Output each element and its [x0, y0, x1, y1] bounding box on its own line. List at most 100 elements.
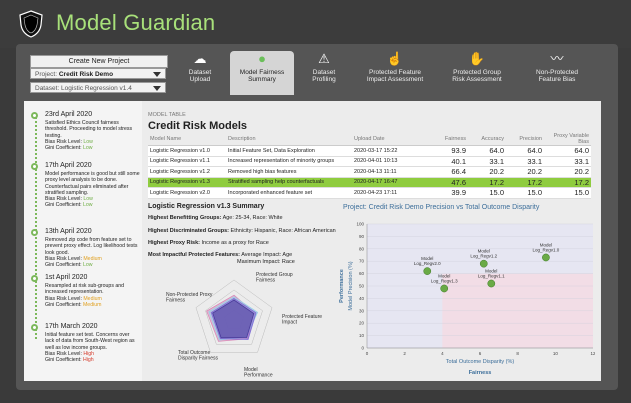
precision-disparity-scatter: 0 10 20 30 40 50 60 70 80 90 100 0 2 4 6 8 10 12 Total Out… — [339, 222, 595, 377]
bias-value: Low — [83, 196, 93, 203]
scatter-point[interactable] — [542, 253, 550, 262]
trend-line-icon: 〰 — [550, 51, 564, 66]
timeline-date: 17th March 2020 — [45, 323, 98, 330]
gini-value: Low — [82, 262, 93, 269]
x-tick-label: 2 — [403, 351, 406, 356]
project-select[interactable]: Project: Credit Risk Demo — [30, 68, 166, 79]
cell-precision: 17.2 — [506, 177, 544, 188]
x-tick-label: 4 — [441, 351, 444, 356]
bias-label: Bias Risk Level: — [45, 138, 82, 145]
timeline-dot — [31, 163, 38, 170]
tab-model-fairness-summary[interactable]: ● Model Fairness Summary — [230, 51, 294, 95]
gini-label: Gini Coefficient: — [45, 357, 82, 364]
timeline-text: Initial feature set test. Concerns over … — [45, 332, 135, 351]
summary-value: Ethnicity: Hispanic, Race: African Ameri… — [230, 228, 336, 234]
cell-fairness: 39.9 — [436, 187, 468, 199]
scatter-point[interactable] — [487, 279, 496, 288]
gini-value: Low — [82, 145, 93, 152]
x-axis-label: Total Outcome Disparity (%) — [446, 359, 515, 365]
timeline-entry: 23rd April 2020 Satisfied Ethics Council… — [45, 110, 140, 151]
tab-dataset-upload[interactable]: ☁ Dataset Upload — [176, 51, 224, 95]
cell-model-name: Logistic Regression v1.1 — [148, 156, 226, 167]
chevron-down-icon — [153, 86, 161, 91]
summary-value: Age: 25-34, Race: White — [222, 215, 283, 221]
create-project-button[interactable]: Create New Project — [30, 55, 168, 68]
tab-label-line1: Dataset — [312, 69, 336, 76]
radar-axis-label: Non-Protected Proxy Fairness — [166, 292, 213, 304]
tab-label-line2: Impact Assessment — [366, 76, 424, 83]
timeline-text: Removed zip code from feature set to pre… — [45, 237, 138, 256]
column-header[interactable]: Fairness — [436, 133, 468, 146]
timeline-text: Satisfied Ethics Council fairness thresh… — [45, 120, 133, 139]
summary-line: Highest Proxy Risk: Income as a proxy fo… — [148, 240, 269, 246]
tab-label-line2: Upload — [189, 76, 211, 83]
tab-non-protected-feature-bias[interactable]: 〰 Non-Protected Feature Bias — [524, 51, 590, 95]
scatter-point[interactable] — [479, 259, 488, 268]
x-tick-label: 12 — [590, 351, 595, 356]
column-header[interactable]: Accuracy — [468, 133, 506, 146]
cell-proxy-bias: 20.2 — [544, 166, 591, 178]
chevron-down-icon — [153, 72, 161, 77]
timeline-text: Model performance is good but still some… — [45, 171, 140, 196]
cell-model-name: Logistic Regression v1.0 — [148, 145, 226, 157]
cell-model-name: Logistic Regression v1.2 — [148, 166, 226, 178]
bias-value: Medium — [83, 295, 102, 302]
table-row[interactable]: Logistic Regression v2.0 Incorporated en… — [148, 187, 591, 199]
dataset-select[interactable]: Dataset: Logistic Regression v1.4 — [30, 82, 166, 93]
timeline-date: 13th April 2020 — [45, 228, 92, 235]
project-select-label: Project: — [35, 71, 58, 78]
tab-protected-group-risk[interactable]: ✋ Protected Group Risk Assessment — [442, 51, 512, 95]
x-tick-label: 0 — [366, 351, 369, 356]
x-tick-label: 10 — [553, 351, 559, 356]
column-header[interactable]: Description — [226, 133, 352, 146]
tab-label-line1: Protected Feature — [368, 69, 422, 76]
timeline-dot — [31, 275, 38, 282]
bias-label: Bias Risk Level: — [45, 295, 82, 302]
y-tick-label: 60 — [359, 271, 365, 276]
tab-dataset-profiling[interactable]: ⚠ Dataset Profiling — [300, 51, 348, 95]
summary-value: Maximum Impact: Race — [237, 259, 295, 265]
tab-protected-feature-impact[interactable]: ☝ Protected Feature Impact Assessment — [358, 51, 432, 95]
tab-label-line2: Risk Assessment — [452, 76, 502, 83]
cell-model-name: Logistic Regression v2.0 — [148, 187, 226, 199]
compass-icon: ⚠ — [318, 51, 330, 66]
bias-value: Low — [83, 138, 93, 145]
cell-description: Removed high bias features — [226, 166, 352, 178]
tab-label-line2: Summary — [248, 76, 276, 83]
tab-label-line1: Non-Protected — [536, 69, 578, 76]
summary-title: Logistic Regression v1.3 Summary — [148, 203, 265, 210]
y-tick-label: 40 — [359, 296, 365, 301]
scatter-point[interactable] — [440, 284, 449, 293]
cell-description: Incorporated enhanced feature set — [226, 187, 352, 199]
summary-line: Most Impactful Protected Features: Avera… — [148, 252, 292, 258]
column-header[interactable]: Proxy Variable Bias — [544, 133, 591, 146]
bias-value: High — [83, 350, 95, 357]
y-axis-label: Model Precision (%) — [348, 261, 354, 310]
radar-series — [212, 299, 255, 339]
table-row[interactable]: Logistic Regression v1.1 Increased repre… — [148, 156, 591, 167]
radar-axis-label: Protected Feature Impact — [282, 314, 322, 326]
column-header[interactable]: Precision — [506, 133, 544, 146]
column-header[interactable]: Model Name — [148, 133, 226, 146]
cell-model-name: Logistic Regression v1.3 — [148, 177, 226, 188]
timeline-entry: 13th April 2020 Removed zip code from fe… — [45, 227, 140, 268]
table-row[interactable]: Logistic Regression v1.2 Removed high bi… — [148, 166, 591, 178]
point-label: Model Log_Regv1.2 — [470, 249, 497, 259]
timeline-line — [35, 114, 37, 339]
timeline-entry: 1st April 2020 Resampled at risk sub-gro… — [45, 273, 140, 308]
y-tick-label: 70 — [359, 259, 365, 264]
table-row-selected[interactable]: Logistic Regression v1.3 Stratified samp… — [148, 177, 591, 188]
gini-label: Gini Coefficient: — [45, 301, 82, 308]
fairness-radar-chart: Protected Group Fairness Protected Feature… — [166, 272, 322, 379]
radar-axis-label: Model Performance — [244, 367, 273, 379]
cell-description: Stratified sampling help counterfactuals — [226, 177, 352, 188]
column-header[interactable]: Upload Date — [352, 133, 436, 146]
cell-fairness: 93.9 — [436, 145, 468, 157]
timeline-dot — [31, 324, 38, 331]
table-row[interactable]: Logistic Regression v1.0 Initial Feature… — [148, 145, 591, 157]
summary-value: Income as a proxy for Race — [201, 240, 269, 246]
scatter-point[interactable] — [423, 267, 432, 275]
bias-label: Bias Risk Level: — [45, 196, 82, 203]
timeline-text: Resampled at risk sub-groups and increas… — [45, 283, 125, 296]
bias-value: Medium — [83, 255, 102, 262]
